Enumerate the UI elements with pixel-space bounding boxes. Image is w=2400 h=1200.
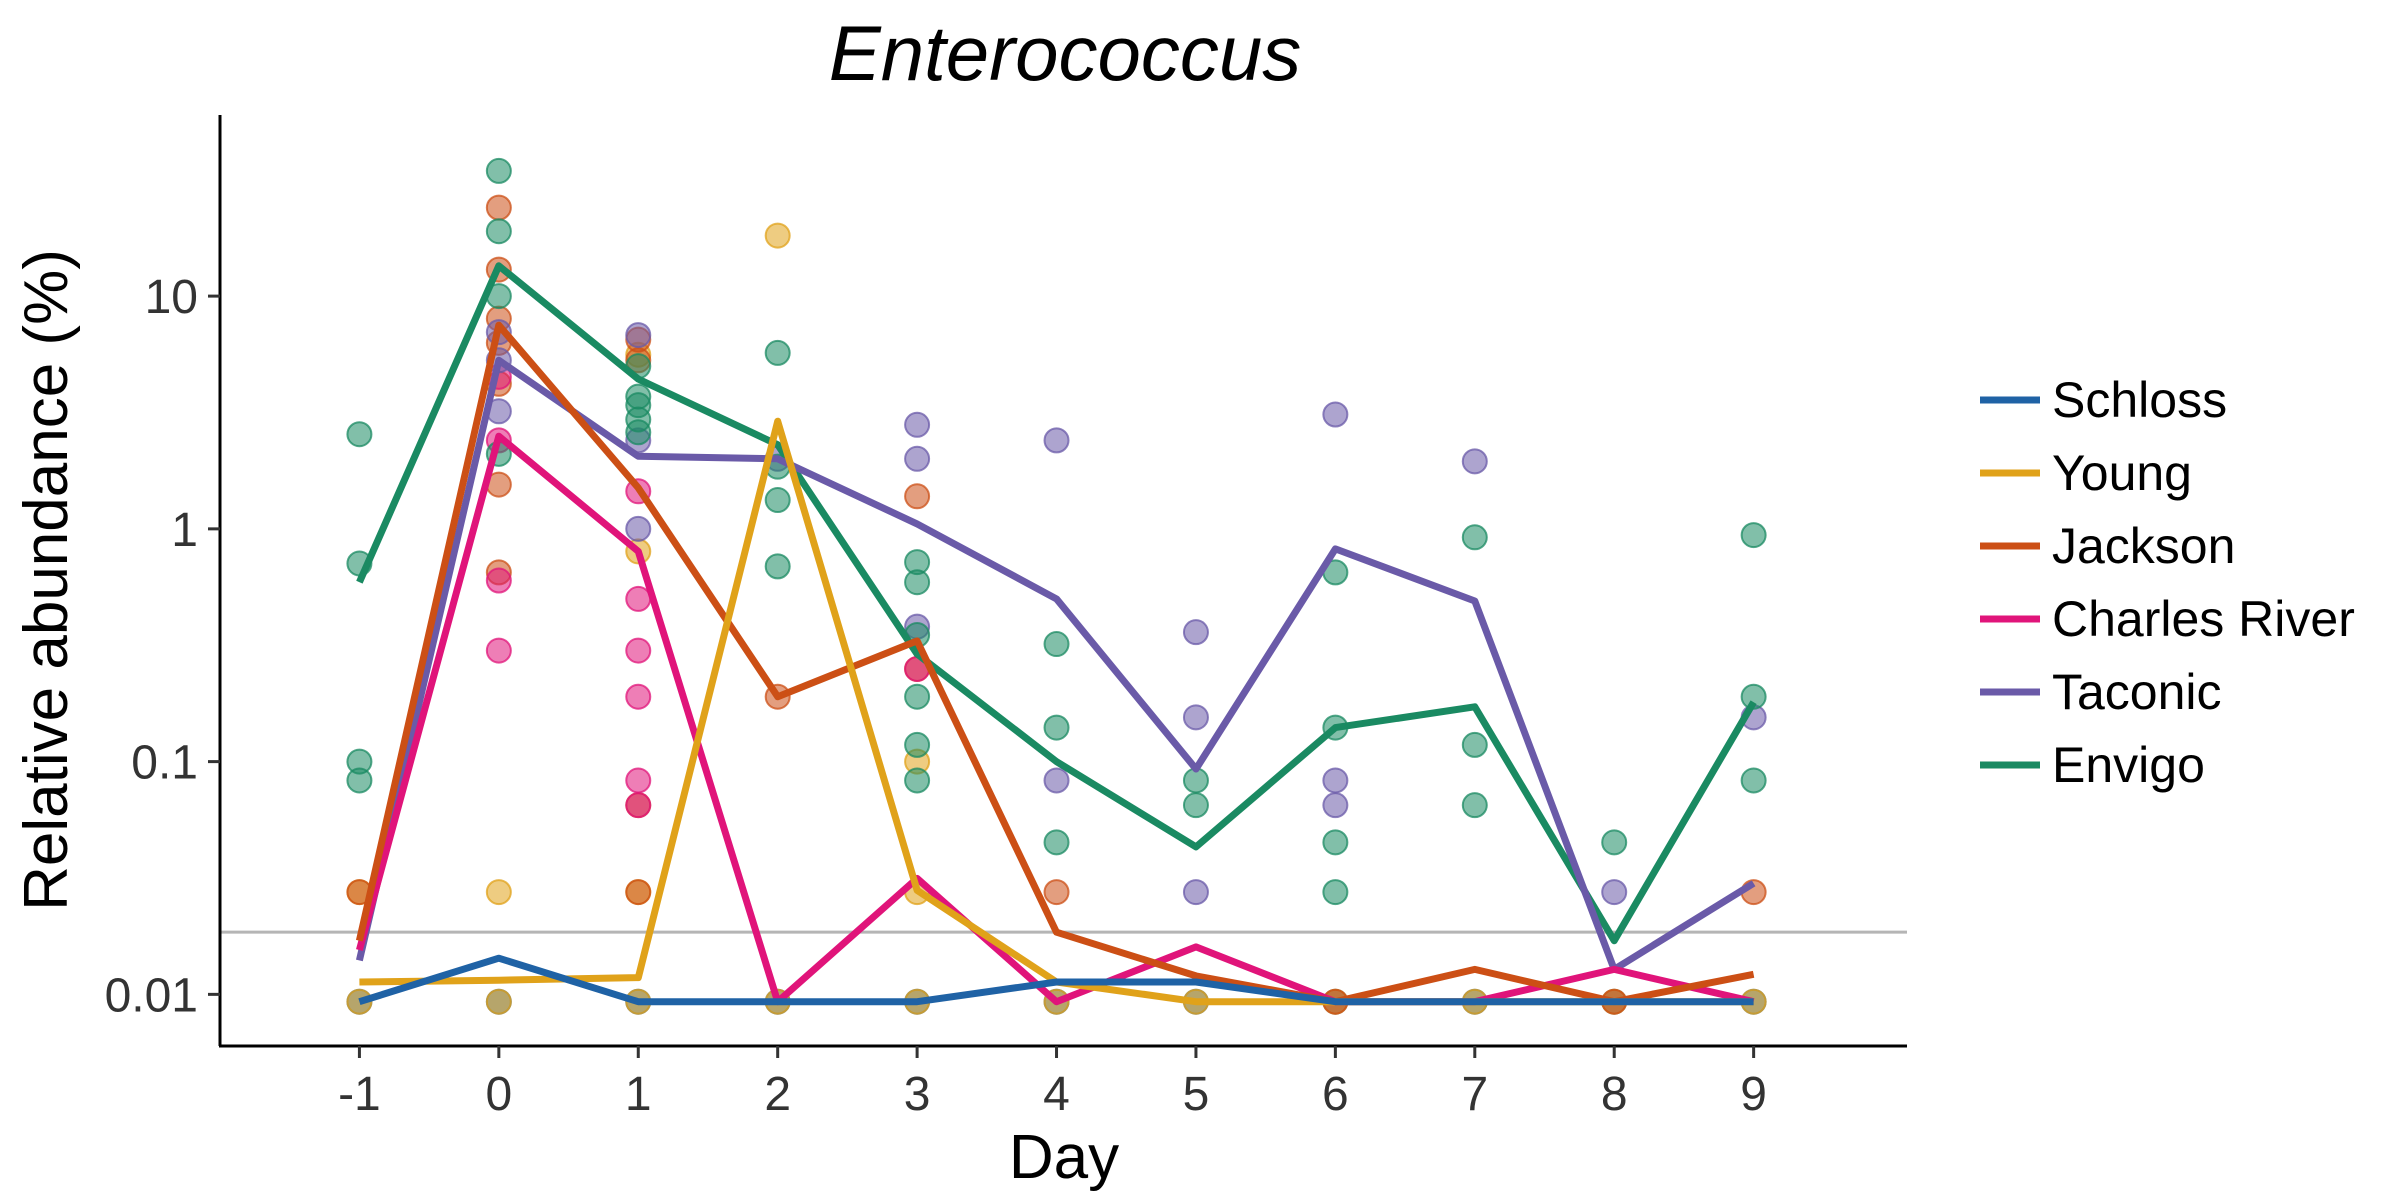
- data-point-envigo: [1461, 792, 1488, 819]
- y-tick-label: 0.01: [105, 969, 198, 1022]
- data-point-charles-river: [485, 567, 512, 594]
- legend-label: Jackson: [2052, 518, 2235, 574]
- series-lines-layer: [355, 262, 1757, 1006]
- data-point-charles-river: [485, 637, 512, 664]
- data-point-envigo: [1182, 792, 1209, 819]
- data-point-taconic: [625, 515, 652, 542]
- data-point-taconic: [904, 445, 931, 472]
- data-point-taconic: [1182, 619, 1209, 646]
- data-point-taconic: [1601, 879, 1628, 906]
- data-point-envigo: [904, 569, 931, 596]
- y-tick-label: 10: [145, 271, 198, 324]
- legend-label: Charles River: [2052, 591, 2355, 647]
- x-tick-label: 9: [1740, 1068, 1767, 1121]
- x-tick-label: 0: [485, 1068, 512, 1121]
- y-tick-label: 0.1: [131, 737, 198, 790]
- x-tick-label: 4: [1043, 1068, 1070, 1121]
- legend-item-envigo: Envigo: [1980, 737, 2205, 793]
- data-point-taconic: [1182, 879, 1209, 906]
- data-point-taconic: [1322, 792, 1349, 819]
- y-tick-label: 1: [171, 504, 198, 557]
- data-point-envigo: [904, 731, 931, 758]
- data-point-envigo: [346, 421, 373, 448]
- legend-item-taconic: Taconic: [1980, 664, 2222, 720]
- legend-item-charles-river: Charles River: [1980, 591, 2355, 647]
- data-point-taconic: [1043, 767, 1070, 794]
- x-tick-label: 1: [625, 1068, 652, 1121]
- data-point-envigo: [764, 553, 791, 580]
- data-point-charles-river: [625, 683, 652, 710]
- data-point-envigo: [904, 683, 931, 710]
- data-point-charles-river: [625, 767, 652, 794]
- x-ticks: -1 0 1 2 3 4 5 6 7 8 9: [338, 1046, 1767, 1121]
- y-ticks: 0.01 0.1 1 10: [105, 271, 220, 1022]
- data-point-envigo: [1740, 522, 1767, 549]
- legend-label: Schloss: [2052, 372, 2227, 428]
- legend-label: Envigo: [2052, 737, 2205, 793]
- x-tick-label: 3: [904, 1068, 931, 1121]
- data-point-envigo: [485, 218, 512, 245]
- series-line-envigo: [356, 262, 1757, 945]
- data-point-young: [485, 988, 512, 1015]
- data-point-jackson: [1043, 879, 1070, 906]
- data-point-envigo: [904, 767, 931, 794]
- series-line-taconic: [355, 356, 1756, 973]
- data-point-taconic: [1182, 704, 1209, 731]
- legend-item-schloss: Schloss: [1980, 372, 2227, 428]
- series-line-jackson: [355, 321, 1755, 1006]
- data-point-taconic: [904, 411, 931, 438]
- data-point-jackson: [625, 879, 652, 906]
- legend-label: Taconic: [2052, 664, 2222, 720]
- data-points-layer: [346, 157, 1767, 1015]
- x-tick-label: 2: [764, 1068, 791, 1121]
- axes: -1 0 1 2 3 4 5 6 7 8 9 0.01 0.1 1 10: [105, 115, 1907, 1121]
- series-line-young: [359, 417, 1754, 1006]
- x-tick-label: 5: [1183, 1068, 1210, 1121]
- data-point-charles-river: [625, 792, 652, 819]
- legend: Schloss Young Jackson Charles River Taconic E…: [1980, 372, 2355, 793]
- data-point-charles-river: [625, 637, 652, 664]
- data-point-envigo: [1461, 524, 1488, 551]
- plot-area: [220, 157, 1907, 1015]
- data-point-envigo: [764, 339, 791, 366]
- data-point-envigo: [485, 157, 512, 184]
- x-axis-title: Day: [1009, 1123, 1119, 1192]
- x-tick-label: -1: [338, 1068, 381, 1121]
- legend-item-jackson: Jackson: [1980, 518, 2235, 574]
- data-point-envigo: [1601, 829, 1628, 856]
- data-point-taconic: [1322, 401, 1349, 428]
- data-point-young: [764, 222, 791, 249]
- data-point-envigo: [346, 767, 373, 794]
- data-point-envigo: [1322, 829, 1349, 856]
- x-tick-label: 7: [1461, 1068, 1488, 1121]
- series-line-schloss: [358, 954, 1754, 1006]
- data-point-jackson: [904, 483, 931, 510]
- data-point-envigo: [1043, 631, 1070, 658]
- legend-label: Young: [2052, 445, 2192, 501]
- y-axis-title: Relative abundance (%): [12, 249, 81, 911]
- data-point-charles-river: [625, 585, 652, 612]
- data-point-envigo: [625, 419, 652, 446]
- data-point-envigo: [1740, 767, 1767, 794]
- data-point-taconic: [625, 322, 652, 349]
- data-point-young: [485, 879, 512, 906]
- x-tick-label: 8: [1601, 1068, 1628, 1121]
- chart-title: Enterococcus: [829, 9, 1302, 97]
- data-point-taconic: [1322, 767, 1349, 794]
- data-point-jackson: [485, 194, 512, 221]
- data-point-envigo: [1322, 879, 1349, 906]
- data-point-envigo: [1461, 731, 1488, 758]
- data-point-envigo: [1043, 714, 1070, 741]
- legend-item-young: Young: [1980, 445, 2192, 501]
- data-point-taconic: [1461, 448, 1488, 475]
- data-point-envigo: [1043, 829, 1070, 856]
- data-point-taconic: [1043, 427, 1070, 454]
- x-tick-label: 6: [1322, 1068, 1349, 1121]
- data-point-envigo: [764, 487, 791, 514]
- series-line-charles-river: [356, 432, 1755, 1006]
